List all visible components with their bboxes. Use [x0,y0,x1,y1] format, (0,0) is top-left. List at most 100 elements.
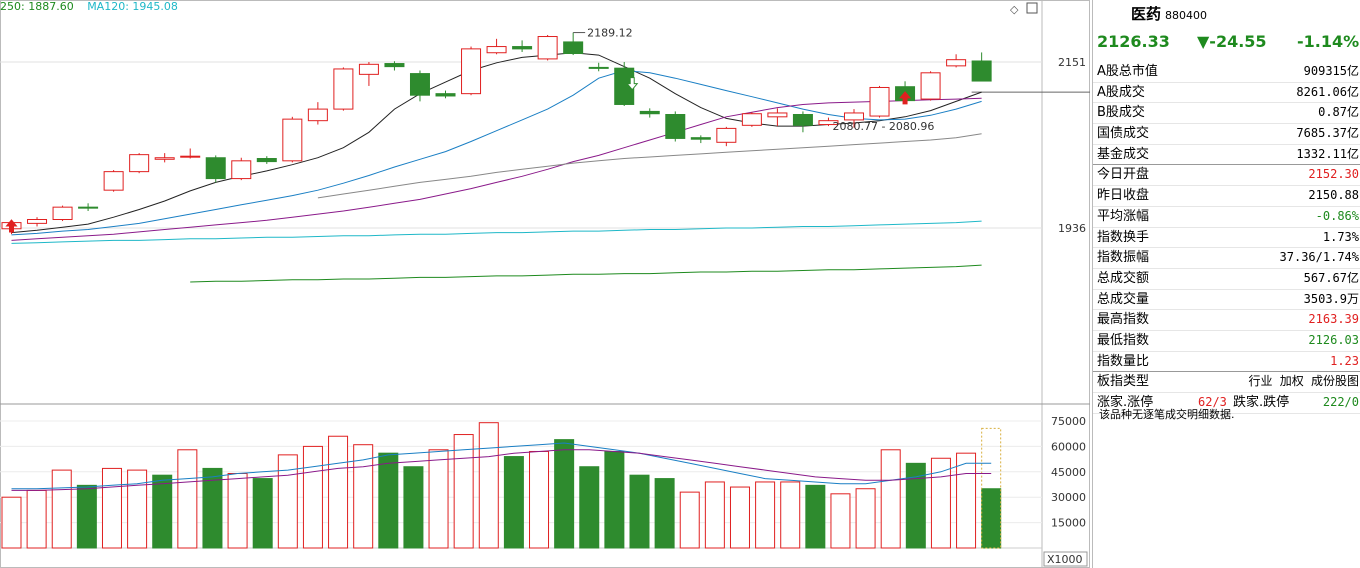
candle-body [971,60,992,82]
quote-row-label: 总成交量 [1097,291,1150,307]
price-change: ▼-24.55 [1197,32,1267,51]
quote-row-value[interactable]: 行业 加权 成份股图 [1248,374,1359,389]
quote-row-value: 1.23 [1330,353,1359,368]
candle-body [869,86,890,117]
quote-row: 国债成交 7685.37亿 [1093,124,1360,145]
quote-row: 板指类型 行业 加权 成份股图 [1093,372,1360,393]
quote-row-value: 567.67亿 [1303,270,1359,285]
volume-bar [202,467,223,549]
candle-body [716,127,737,143]
volume-bar [1,496,22,549]
quote-row-value: 37.36/1.74% [1279,250,1359,265]
quote-row-label: 板指类型 [1097,374,1150,390]
index-code: 880400 [1165,9,1208,22]
diamond-icon: ◇ [1010,3,1019,16]
candle-body [231,160,252,180]
high-annotation: 2189.12 [587,27,633,40]
quote-rows: A股总市值 909315亿 A股成交 8261.06亿 B股成交 0.87亿 国债成交 768… [1093,62,1360,414]
volume-bar [629,474,650,549]
quote-line: 2126.33 ▼-24.55 -1.14% [1097,32,1360,54]
volume-bar [152,474,173,549]
volume-bar [353,444,374,549]
candle-body [690,137,711,140]
volume-bar [554,439,575,549]
candle-body [946,59,967,67]
maximize-icon [1026,2,1038,14]
low-annotation: 2080.77 - 2080.96 [832,120,934,133]
quote-row-value: 2152.30 [1308,167,1359,182]
candle-body [741,113,762,126]
sell-arrow-icon [626,77,639,91]
volume-bar [930,457,951,549]
volume-bar [453,434,474,549]
candle-body [792,114,813,126]
quote-row-label: 指数振幅 [1097,250,1150,266]
price-tick-label: 2151 [1058,56,1086,69]
candle-body [52,206,73,221]
quote-row: 指数换手 1.73% [1093,228,1360,249]
breadth-up-label: 涨家.涨停 [1097,395,1154,410]
candle-body [665,114,686,139]
candle-body [537,36,558,60]
breadth-down-value: 222/0 [1322,395,1359,409]
quote-row: 平均涨幅 -0.86% [1093,207,1360,228]
quote-row-value: 3503.9万 [1303,291,1359,306]
volume-bar [177,449,198,549]
quote-row-label: 基金成交 [1097,146,1150,162]
candle-body [358,63,379,75]
candle-body [818,120,839,126]
ma-line [11,52,982,234]
quote-row-label: 指数量比 [1097,353,1150,369]
candle-body [512,46,533,50]
quote-row-value: -0.86% [1315,208,1359,223]
volume-bar [805,484,826,549]
quote-row-label: 平均涨幅 [1097,208,1150,224]
volume-bar [503,456,524,549]
volume-tick-label: 30000 [1051,491,1086,504]
candle-body [384,63,405,68]
volume-unit-box [1043,551,1088,567]
volume-bar [403,466,424,549]
volume-bar [981,488,1002,549]
volume-bar [679,491,700,549]
volume-bar [478,422,499,549]
quote-row-value: 1332.11亿 [1296,146,1359,161]
candle-body [461,48,482,95]
volume-bar [579,466,600,549]
volume-bar [302,445,323,549]
volume-bar [830,493,851,549]
quote-row: 最低指数 2126.03 [1093,331,1360,352]
last-price: 2126.33 [1097,32,1170,51]
volume-bar [704,481,725,549]
candle-body [409,73,430,96]
breadth-row: 涨家.涨停 62/3 跌家.跌停 222/0 [1093,393,1360,414]
buy-arrow-icon [5,219,18,233]
quote-row: 指数量比 1.23 [1093,352,1360,373]
chart-canvas[interactable]: ◇ 2151 1936 2189.12 2080.77 - 2080.96 75000 60… [0,0,1090,568]
volume-tick-label: 75000 [1051,415,1086,428]
quote-row-label: 国债成交 [1097,126,1150,142]
quote-row-label: B股成交 [1097,105,1145,121]
quote-row: 基金成交 1332.11亿 [1093,145,1360,166]
candle-body [767,112,788,118]
volume-tick-label: 45000 [1051,466,1086,479]
quote-row: 总成交量 3503.9万 [1093,290,1360,311]
no-detail-notice: 该品种无逐笔成交明细数据. [1099,408,1235,421]
quote-row: B股成交 0.87亿 [1093,103,1360,125]
volume-bar [755,481,776,549]
volume-unit-label: X1000 [1047,553,1083,566]
volume-bar [604,450,625,549]
quote-row-label: 昨日收盘 [1097,188,1150,204]
legend-ma120: MA120: 1945.08 [87,0,178,13]
quote-row-value: 0.87亿 [1318,105,1359,120]
volume-bar [529,450,550,549]
candle-body [307,108,328,122]
price-tick-label: 1936 [1058,222,1086,235]
quote-row: 昨日收盘 2150.88 [1093,186,1360,207]
quote-row-value: 1.73% [1322,229,1359,244]
candle-body [588,66,609,69]
kline-chart-area[interactable]: ◇ 2151 1936 2189.12 2080.77 - 2080.96 75000 60… [0,0,1090,568]
volume-bar [780,481,801,549]
candle-body [103,171,124,191]
candle-body [27,219,48,224]
